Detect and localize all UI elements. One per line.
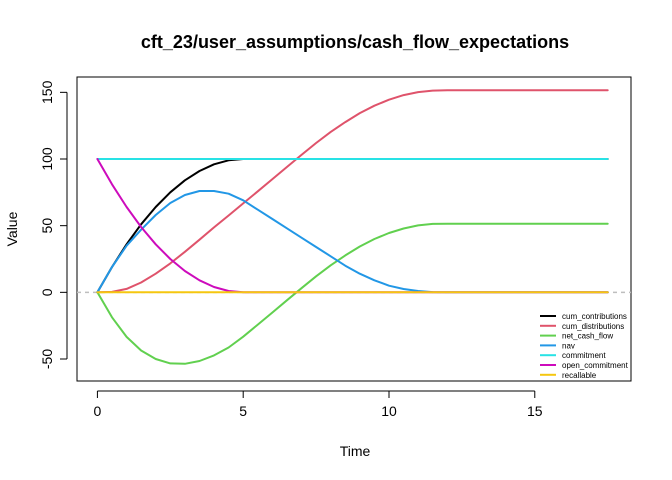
y-tick-label: -50 bbox=[39, 349, 55, 369]
chart-title: cft_23/user_assumptions/cash_flow_expect… bbox=[141, 32, 569, 52]
legend-label-net-cash-flow: net_cash_flow bbox=[562, 332, 613, 341]
legend: cum_contributionscum_distributionsnet_ca… bbox=[540, 312, 629, 380]
x-axis-label: Time bbox=[340, 443, 371, 459]
legend-label-open-commitment: open_commitment bbox=[562, 361, 629, 370]
legend-label-cum-contributions: cum_contributions bbox=[562, 312, 627, 321]
series-line-cum-distributions bbox=[96, 89, 609, 294]
plot-area: 0 5 10 15 -50 0 50 100 150 bbox=[39, 76, 632, 419]
legend-label-cum-distributions: cum_distributions bbox=[562, 322, 624, 331]
series-line-nav bbox=[96, 190, 609, 294]
series-line-cum-contributions bbox=[96, 158, 609, 294]
x-tick-label: 5 bbox=[239, 403, 247, 419]
legend-label-commitment: commitment bbox=[562, 351, 606, 360]
series-line-open-commitment bbox=[96, 158, 609, 294]
legend-label-recallable: recallable bbox=[562, 371, 597, 380]
x-tick-label: 10 bbox=[381, 403, 397, 419]
y-tick-label: 100 bbox=[39, 147, 55, 171]
series-line-net-cash-flow bbox=[96, 222, 609, 365]
x-tick-label: 15 bbox=[527, 403, 543, 419]
y-tick-label: 0 bbox=[39, 288, 55, 296]
x-tick-label: 0 bbox=[94, 403, 102, 419]
y-tick-label: 150 bbox=[39, 80, 55, 104]
y-tick-label: 50 bbox=[39, 218, 55, 234]
plot-frame bbox=[76, 76, 632, 382]
y-axis-label: Value bbox=[4, 211, 20, 246]
legend-label-nav: nav bbox=[562, 341, 575, 350]
